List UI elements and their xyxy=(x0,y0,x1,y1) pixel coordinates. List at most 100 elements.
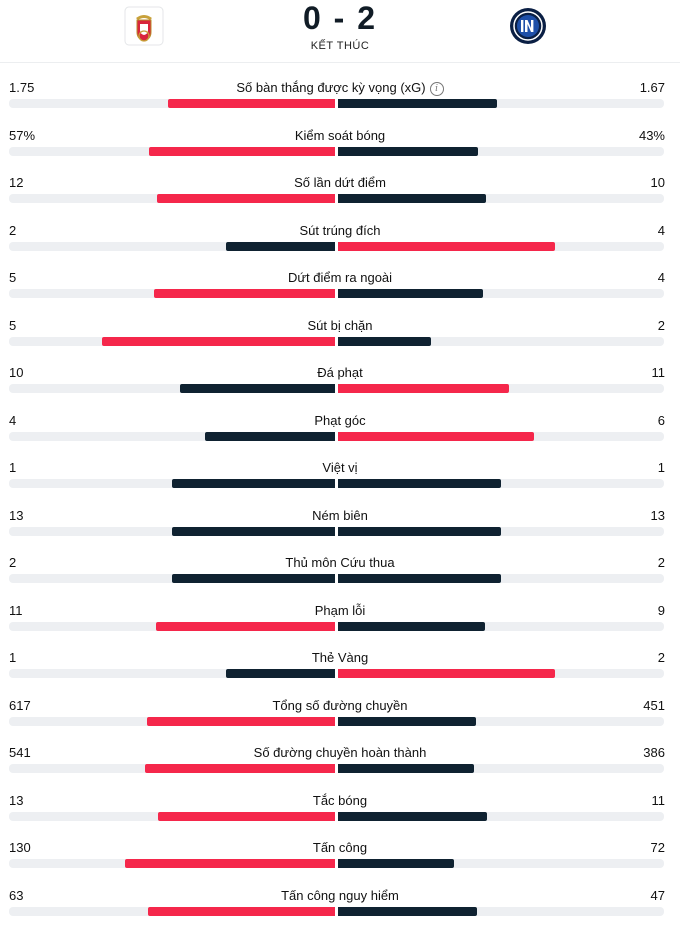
stat-label: Kiểm soát bóng xyxy=(294,127,386,143)
home-bar-track xyxy=(9,906,335,916)
home-stat-value: 2 xyxy=(9,555,17,570)
away-bar xyxy=(338,241,555,251)
home-bar xyxy=(172,526,335,536)
away-bar-track xyxy=(338,194,664,203)
info-icon[interactable]: i xyxy=(429,82,444,96)
home-stat-value: 1.75 xyxy=(9,80,35,95)
away-bar xyxy=(338,859,454,868)
stat-label-wrap: Tổng số đường chuyền xyxy=(0,698,680,714)
stat-label: Số đường chuyền hoàn thành xyxy=(253,745,427,760)
match-status: KẾT THÚC xyxy=(310,40,370,52)
home-team-logo[interactable] xyxy=(124,6,164,46)
away-team-logo[interactable] xyxy=(508,6,548,46)
home-bar xyxy=(147,716,335,726)
away-stat-value: 9 xyxy=(657,602,665,618)
home-bar xyxy=(102,336,335,346)
away-bar-track xyxy=(338,669,664,678)
home-bar xyxy=(157,194,335,203)
home-bar-track xyxy=(9,716,335,726)
home-bar xyxy=(148,906,335,916)
stat-label-wrap: Việt vị xyxy=(0,460,680,476)
away-bar xyxy=(338,99,497,108)
match-header: 0 - 2 KẾT THÚC xyxy=(0,0,680,63)
home-stat-value: 13 xyxy=(9,792,24,808)
home-stat-value: 11 xyxy=(9,602,23,618)
stat-label: Phạm lỗi xyxy=(314,602,366,618)
home-bar-track xyxy=(9,431,335,441)
home-bar-track xyxy=(9,811,335,821)
away-bar xyxy=(338,811,487,821)
stat-row: 10 Đá phạt 11 xyxy=(0,365,680,412)
home-bar xyxy=(149,146,335,156)
home-bar xyxy=(172,574,335,583)
stat-label: Thẻ Vàng xyxy=(311,650,369,665)
away-stat-value: 2 xyxy=(657,650,665,665)
away-bar-track xyxy=(338,906,664,916)
away-bar-track xyxy=(338,859,664,868)
away-bar xyxy=(338,146,478,156)
away-bar xyxy=(338,289,483,298)
away-bar xyxy=(338,621,485,631)
home-bar-track xyxy=(9,384,335,393)
stat-label-wrap: Tấn công nguy hiểm xyxy=(0,888,680,904)
home-bar-track xyxy=(9,336,335,346)
stat-label: Tấn công nguy hiểm xyxy=(281,887,399,903)
stat-row: 12 Số lần dứt điểm 10 xyxy=(0,175,680,222)
home-stat-value: 541 xyxy=(9,745,31,760)
away-stat-value: 43% xyxy=(638,127,665,143)
stat-row: 2 Sút trúng đích 4 xyxy=(0,223,680,270)
away-stat-value: 4 xyxy=(657,222,665,238)
away-stat-value: 1 xyxy=(657,460,665,475)
away-bar xyxy=(338,669,555,678)
stat-row: 5 Sút bị chặn 2 xyxy=(0,318,680,365)
stat-label: Đá phạt xyxy=(317,365,363,380)
home-stat-value: 57% xyxy=(9,127,36,143)
home-stat-value: 617 xyxy=(9,697,31,713)
away-bar-track xyxy=(338,241,664,251)
away-bar-track xyxy=(338,146,664,156)
stat-label: Số lần dứt điểm xyxy=(294,175,386,190)
away-stat-value: 72 xyxy=(650,840,665,855)
away-bar xyxy=(338,716,476,726)
stat-label-wrap: Kiểm soát bóng xyxy=(0,128,680,144)
home-stat-value: 63 xyxy=(9,887,24,903)
stat-label: Ném biên xyxy=(312,507,368,523)
away-bar-track xyxy=(338,431,664,441)
home-bar-track xyxy=(9,479,335,488)
stat-label-wrap: Ném biên xyxy=(0,508,680,524)
home-stat-value: 1 xyxy=(9,650,17,665)
home-bar xyxy=(180,384,335,393)
away-stat-value: 1.67 xyxy=(639,80,665,95)
home-bar-track xyxy=(9,289,335,298)
home-stat-value: 13 xyxy=(9,507,24,523)
away-stat-value: 2 xyxy=(657,317,665,333)
away-bar xyxy=(338,336,431,346)
stat-label-wrap: Sút trúng đích xyxy=(0,223,680,239)
stat-label-wrap: Đá phạt xyxy=(0,365,680,381)
away-bar-track xyxy=(338,289,664,298)
away-stat-value: 13 xyxy=(650,507,665,523)
stat-label: Tắc bóng xyxy=(312,792,368,808)
home-stat-value: 2 xyxy=(9,222,17,238)
stat-row: 57% Kiểm soát bóng 43% xyxy=(0,128,680,175)
away-stat-value: 10 xyxy=(650,175,665,190)
home-bar-track xyxy=(9,526,335,536)
stat-label: Sút bị chặn xyxy=(307,317,373,333)
home-stat-value: 5 xyxy=(9,270,17,285)
home-stat-value: 10 xyxy=(9,365,24,380)
home-stat-value: 130 xyxy=(9,840,31,855)
match-score: 0 - 2 xyxy=(302,0,378,36)
stat-row: 1 Việt vị 1 xyxy=(0,460,680,507)
benfica-crest-icon xyxy=(124,6,164,46)
away-bar-track xyxy=(338,621,664,631)
away-bar xyxy=(338,574,501,583)
away-bar-track xyxy=(338,574,664,583)
stat-label-wrap: Thẻ Vàng xyxy=(0,650,680,666)
stat-label: Thủ môn Cứu thua xyxy=(285,555,395,570)
away-stat-value: 2 xyxy=(657,555,665,570)
away-stat-value: 4 xyxy=(657,270,665,285)
stat-label: Dứt điểm ra ngoài xyxy=(287,270,393,285)
stat-row: 11 Phạm lỗi 9 xyxy=(0,603,680,650)
home-bar-track xyxy=(9,99,335,108)
stat-label: Số bàn thắng được kỳ vọng (xG) xyxy=(236,80,426,95)
